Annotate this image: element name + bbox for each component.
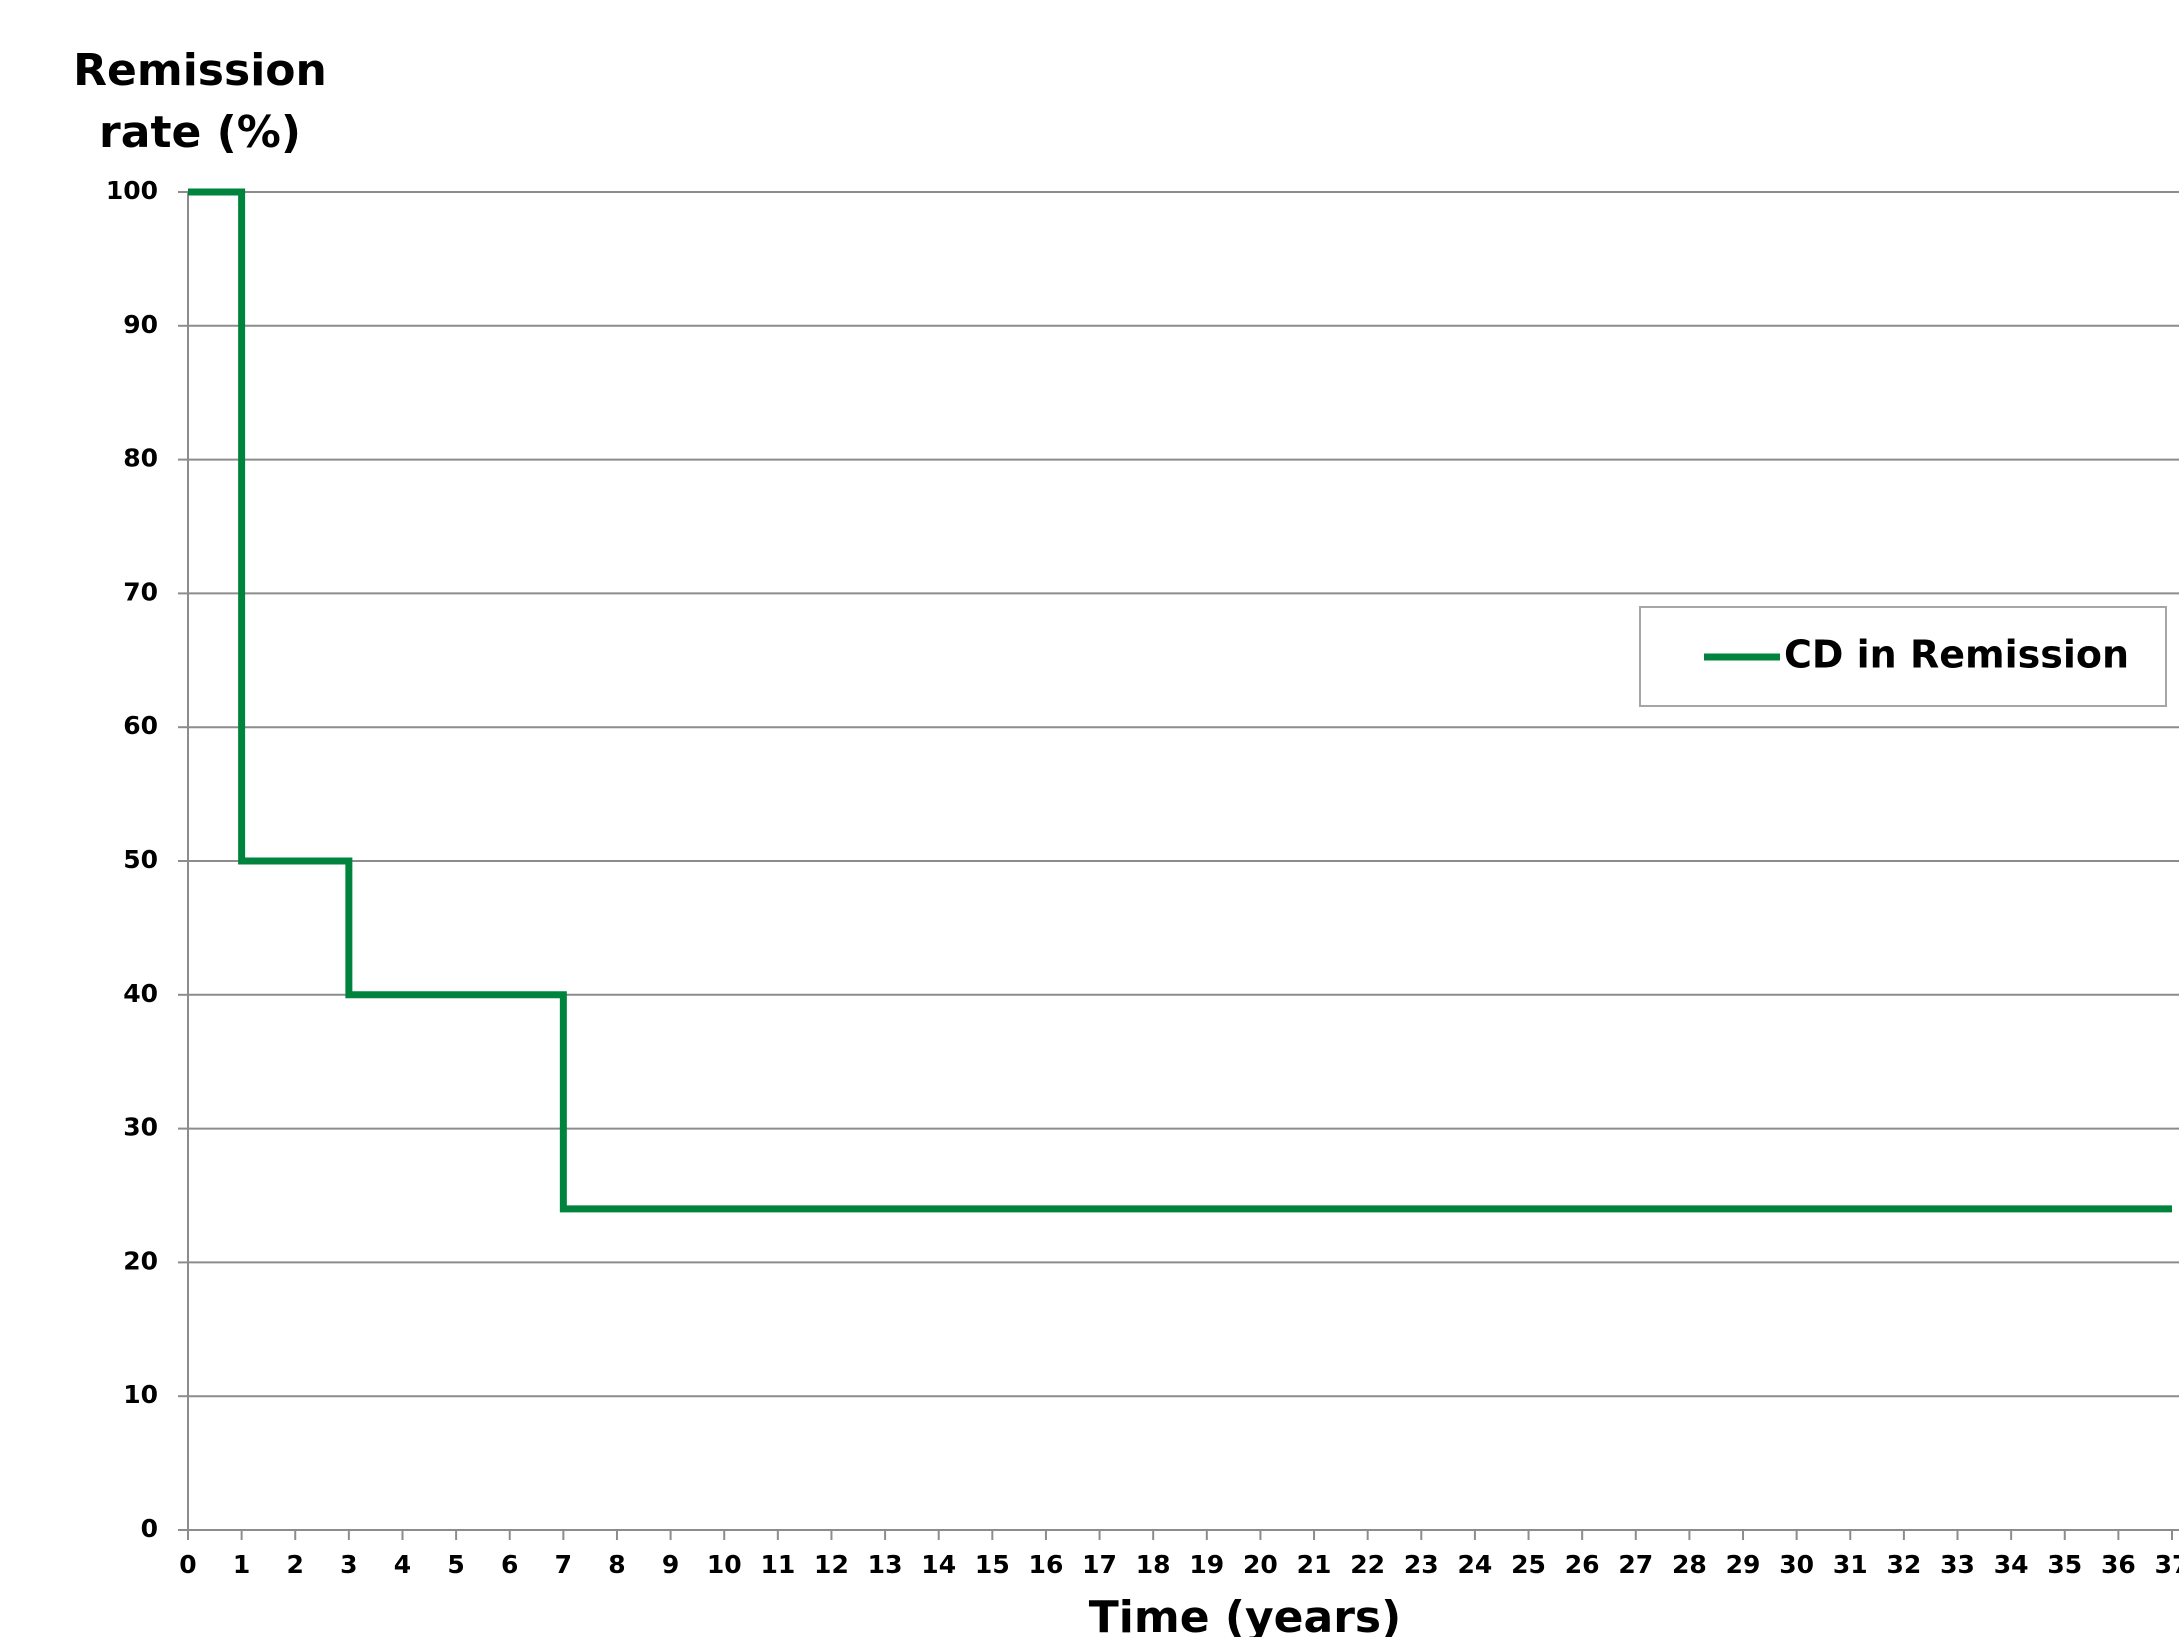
y-tick-label: 80 [123, 444, 158, 473]
y-tick-label: 10 [123, 1380, 158, 1409]
x-tick-label: 14 [921, 1550, 956, 1579]
x-tick-label: 26 [1565, 1550, 1600, 1579]
series-line [188, 188, 2172, 1213]
x-tick-label: 33 [1940, 1550, 1975, 1579]
x-tick-label: 24 [1458, 1550, 1493, 1579]
x-tick-label: 18 [1136, 1550, 1171, 1579]
x-axis-title: Time (years) [1089, 1592, 1401, 1637]
x-tick-label: 23 [1404, 1550, 1439, 1579]
x-tick-label: 0 [179, 1550, 196, 1579]
x-tick-label: 17 [1082, 1550, 1117, 1579]
x-tick-label: 37 [2155, 1550, 2179, 1579]
x-tick-label: 9 [662, 1550, 679, 1579]
x-tick-label: 28 [1672, 1550, 1707, 1579]
x-tick-label: 10 [707, 1550, 742, 1579]
x-tick-label: 6 [501, 1550, 518, 1579]
y-tick-label: 60 [123, 711, 158, 740]
x-tick-label: 4 [394, 1550, 411, 1579]
y-tick-label: 50 [123, 845, 158, 874]
x-tick-label: 8 [608, 1550, 625, 1579]
x-tick-label: 16 [1029, 1550, 1064, 1579]
x-tick-label: 36 [2101, 1550, 2136, 1579]
x-tick-label: 35 [2047, 1550, 2082, 1579]
x-tick-label: 30 [1779, 1550, 1814, 1579]
x-tick-label: 22 [1350, 1550, 1385, 1579]
x-tick-label: 12 [814, 1550, 849, 1579]
y-tick-label: 20 [123, 1246, 158, 1275]
x-tick-label: 15 [975, 1550, 1010, 1579]
x-tick-label: 3 [340, 1550, 357, 1579]
x-tick-label: 27 [1618, 1550, 1653, 1579]
y-tick-label: 100 [106, 176, 158, 205]
y-axis-title: Remission rate (%) [73, 45, 327, 158]
x-tick-label: 29 [1726, 1550, 1761, 1579]
x-tick-label: 7 [555, 1550, 572, 1579]
x-tick-label: 31 [1833, 1550, 1868, 1579]
legend-label: CD in Remission [1784, 633, 2129, 677]
y-tick-label: 40 [123, 979, 158, 1008]
y-tick-label: 70 [123, 577, 158, 606]
x-tick-label: 1 [233, 1550, 250, 1579]
x-tick-label: 19 [1189, 1550, 1224, 1579]
x-tick-label: 20 [1243, 1550, 1278, 1579]
x-tick-label: 11 [760, 1550, 795, 1579]
x-tick-label: 13 [868, 1550, 903, 1579]
x-tick-label: 21 [1297, 1550, 1332, 1579]
x-tick-label: 5 [447, 1550, 464, 1579]
x-tick-label: 2 [287, 1550, 304, 1579]
x-tick-label: 25 [1511, 1550, 1546, 1579]
y-tick-label: 30 [123, 1113, 158, 1142]
x-tick-label: 34 [1994, 1550, 2029, 1579]
y-tick-label: 90 [123, 310, 158, 339]
y-tick-label: 0 [141, 1514, 158, 1543]
x-tick-label: 32 [1886, 1550, 1921, 1579]
